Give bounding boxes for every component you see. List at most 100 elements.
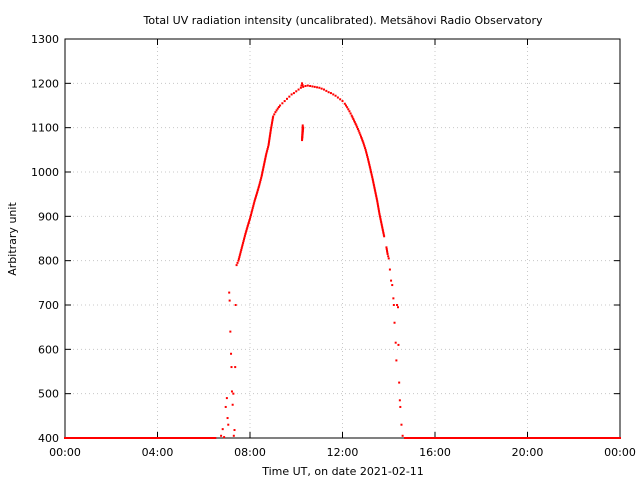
data-point — [164, 437, 167, 439]
data-point — [380, 221, 383, 224]
data-point — [395, 359, 398, 362]
data-point — [396, 304, 399, 306]
data-point — [146, 437, 149, 439]
data-point — [202, 437, 205, 439]
data-point — [425, 437, 428, 439]
data-point — [299, 86, 302, 89]
data-point — [508, 437, 511, 439]
data-point — [371, 175, 374, 178]
data-point — [85, 437, 88, 439]
data-point — [318, 86, 321, 89]
data-point — [377, 204, 380, 207]
data-point — [410, 437, 413, 439]
data-point — [264, 154, 267, 157]
data-point — [87, 437, 90, 439]
data-point — [237, 259, 240, 262]
data-point — [179, 437, 182, 439]
y-tick-label: 1300 — [31, 33, 59, 46]
data-point — [223, 436, 226, 439]
data-point — [368, 165, 371, 168]
data-point — [523, 437, 526, 439]
data-point — [83, 437, 86, 439]
data-point — [65, 437, 68, 439]
data-point — [100, 437, 103, 439]
data-point — [230, 390, 233, 393]
data-point — [136, 437, 139, 439]
data-point — [118, 437, 121, 439]
data-point — [403, 437, 406, 439]
data-point — [256, 189, 259, 192]
data-point — [491, 437, 494, 439]
data-point — [266, 149, 269, 152]
data-point — [103, 437, 106, 439]
data-point — [457, 437, 460, 439]
data-point — [382, 233, 385, 236]
data-point — [245, 229, 248, 232]
data-point — [251, 206, 254, 209]
y-axis-label: Arbitrary unit — [6, 202, 19, 276]
data-point — [75, 437, 78, 439]
data-point — [275, 109, 278, 112]
data-point — [398, 399, 401, 402]
data-point — [358, 131, 361, 134]
data-point — [419, 437, 422, 439]
data-point — [228, 299, 231, 302]
data-point — [470, 437, 473, 439]
data-point — [356, 126, 359, 129]
data-point — [277, 106, 280, 109]
data-point — [405, 437, 408, 439]
data-point — [617, 437, 620, 439]
data-point — [353, 121, 356, 124]
data-point — [551, 437, 554, 439]
data-point — [343, 102, 346, 105]
data-point — [269, 128, 272, 131]
data-point — [283, 100, 286, 103]
data-point — [228, 291, 231, 294]
data-point — [199, 437, 202, 439]
data-point — [327, 91, 330, 94]
data-point — [249, 215, 252, 218]
data-point — [176, 437, 179, 439]
data-point — [192, 437, 195, 439]
data-point — [437, 437, 440, 439]
data-point — [266, 147, 269, 150]
data-point — [376, 201, 379, 204]
data-point — [369, 169, 372, 172]
data-point — [302, 85, 305, 88]
data-point — [460, 437, 463, 439]
data-point — [255, 195, 258, 198]
data-point — [571, 437, 574, 439]
data-point — [610, 437, 613, 439]
data-point — [420, 437, 423, 439]
data-point — [394, 341, 397, 344]
data-point — [258, 182, 261, 185]
data-point — [252, 203, 255, 206]
data-point — [602, 437, 605, 439]
data-point — [440, 437, 443, 439]
data-point — [262, 167, 265, 170]
data-point — [82, 437, 85, 439]
data-point — [373, 185, 376, 188]
data-point — [336, 96, 339, 99]
data-point — [478, 437, 481, 439]
data-point — [391, 284, 394, 287]
data-point — [227, 423, 230, 426]
data-point — [235, 264, 238, 267]
data-point — [376, 203, 379, 206]
data-point — [465, 437, 468, 439]
x-tick-label: 08:00 — [234, 446, 266, 459]
data-point — [97, 437, 100, 439]
data-point — [434, 437, 436, 439]
data-point — [309, 84, 312, 87]
data-point — [552, 437, 555, 439]
data-point — [361, 138, 364, 141]
data-point — [351, 116, 354, 119]
data-point — [267, 146, 270, 149]
data-point — [259, 180, 262, 183]
data-point — [424, 437, 427, 439]
data-point — [450, 437, 453, 439]
plot-frame — [64, 38, 621, 439]
data-point — [373, 187, 376, 190]
data-point — [599, 437, 602, 439]
data-point — [141, 437, 144, 439]
